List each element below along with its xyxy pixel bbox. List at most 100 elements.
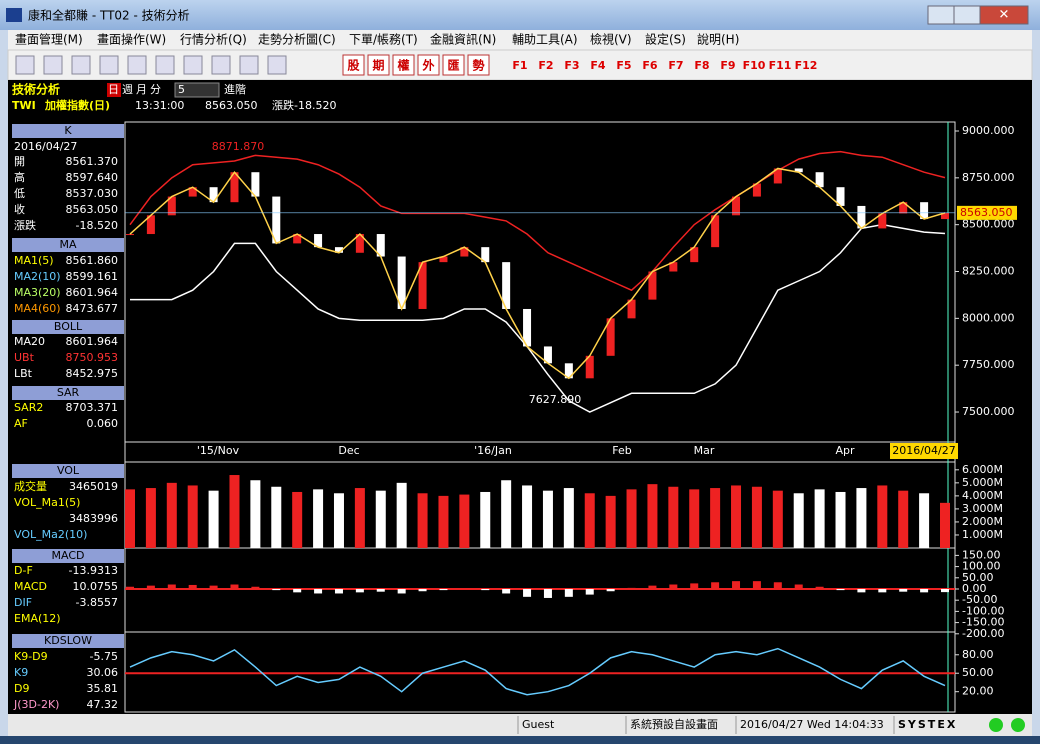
fkey[interactable]: F7 <box>668 59 683 72</box>
fkey[interactable]: F8 <box>694 59 709 72</box>
candle <box>272 196 281 244</box>
macd-bar <box>878 588 887 593</box>
volume-bar <box>814 489 825 548</box>
macd-bar <box>752 581 761 589</box>
volume-bar <box>919 493 930 548</box>
panel-header-label: KDSLOW <box>44 634 92 647</box>
market-button-label: 匯 <box>447 58 459 73</box>
panel-header-label: VOL <box>57 464 80 477</box>
panel-label: 開 <box>14 155 25 168</box>
macd-bar <box>126 586 134 589</box>
y-tick-label: -50.00 <box>962 593 997 606</box>
macd-bar <box>794 584 803 589</box>
panel-label: J(3D-2K) <box>13 698 59 711</box>
menu-item[interactable]: 輔助工具(A) <box>512 33 578 47</box>
tool-icon[interactable] <box>267 55 287 75</box>
y-tick-label: 80.00 <box>962 648 994 661</box>
volume-bar <box>626 489 637 548</box>
market-button[interactable] <box>367 54 390 76</box>
period-tab[interactable]: 日 <box>108 83 119 96</box>
volume-bar <box>647 484 658 548</box>
date-highlight <box>890 443 958 459</box>
candle <box>334 247 343 253</box>
panel-label: 收 <box>14 202 25 216</box>
close-button[interactable] <box>979 5 1029 25</box>
candle <box>648 271 657 300</box>
volume-bar <box>856 488 867 548</box>
tool-icon[interactable] <box>15 55 35 75</box>
menu-item[interactable]: 畫面操作(W) <box>97 32 166 47</box>
panel-label: MA1(5) <box>14 254 54 267</box>
volume-bar <box>333 493 344 548</box>
minimize-button[interactable] <box>927 5 955 25</box>
period-tab[interactable]: 週 <box>122 83 133 96</box>
volume-bar <box>542 490 553 548</box>
macd-bar <box>523 588 532 597</box>
candle <box>711 215 720 248</box>
period-selected <box>107 83 121 97</box>
menu-item[interactable]: 檢視(V) <box>590 32 632 47</box>
fkey[interactable]: F12 <box>795 59 818 72</box>
tool-icon[interactable] <box>239 55 259 75</box>
panel-label: D9 <box>14 682 29 695</box>
candle <box>418 262 427 309</box>
fkey[interactable]: F2 <box>538 59 553 72</box>
menu-item[interactable]: 金融資訊(N) <box>430 32 496 47</box>
fkey[interactable]: F5 <box>616 59 631 72</box>
volume-bar <box>501 480 512 548</box>
tool-icon[interactable] <box>183 55 203 75</box>
menu-item[interactable]: 說明(H) <box>697 32 739 47</box>
fkey[interactable]: F4 <box>590 59 606 72</box>
fkey[interactable]: F11 <box>769 59 792 72</box>
advanced[interactable]: 進階 <box>224 82 246 96</box>
panel-label: MA3(20) <box>14 286 61 299</box>
market-button[interactable] <box>392 54 415 76</box>
market-button[interactable] <box>442 54 465 76</box>
market-button-label: 權 <box>397 58 409 73</box>
candle <box>439 256 448 263</box>
market-button[interactable] <box>417 54 440 76</box>
period-tab[interactable]: 月 <box>136 83 147 96</box>
panel-header-label: K <box>64 124 72 137</box>
fkey[interactable]: F3 <box>564 59 579 72</box>
volume-bar <box>563 488 574 548</box>
x-tick-label: Mar <box>694 444 715 457</box>
candle <box>481 247 490 263</box>
candle <box>899 202 908 214</box>
fkey[interactable]: F1 <box>512 59 527 72</box>
fkey[interactable]: F10 <box>743 59 766 72</box>
tool-icon[interactable] <box>211 55 231 75</box>
candle <box>920 202 929 220</box>
macd-bar <box>146 585 155 589</box>
tool-icon[interactable] <box>155 55 175 75</box>
menu-item[interactable]: 設定(S) <box>645 32 686 47</box>
maximize-button[interactable] <box>953 5 981 25</box>
macd-bar <box>690 583 699 589</box>
tool-icon[interactable] <box>43 55 63 75</box>
period-tab[interactable]: 分 <box>150 83 161 96</box>
panel-value: 3483996 <box>69 512 118 525</box>
tool-icon[interactable] <box>99 55 119 75</box>
fkey[interactable]: F9 <box>720 59 735 72</box>
menu-item[interactable]: 下單/帳務(T) <box>349 33 418 47</box>
status-layout: 系統預設自設畫面 <box>630 717 718 731</box>
tool-icon[interactable] <box>127 55 147 75</box>
taskbar <box>0 736 1040 744</box>
macd-bar <box>648 585 657 589</box>
panel-value: 10.0755 <box>73 580 119 593</box>
macd-bar <box>376 588 385 592</box>
candle <box>732 196 741 216</box>
panel-label: SAR2 <box>14 401 43 414</box>
market-button[interactable] <box>467 54 490 76</box>
menu-item[interactable]: 畫面管理(M) <box>15 32 83 47</box>
candle <box>836 187 845 206</box>
menu-item[interactable]: 行情分析(Q) <box>180 33 247 47</box>
fkey[interactable]: F6 <box>642 59 658 72</box>
volume-bar <box>459 494 470 548</box>
y-tick-label: 8750.000 <box>962 171 1015 184</box>
market-button[interactable] <box>342 54 365 76</box>
tool-icon[interactable] <box>71 55 91 75</box>
menu-item[interactable]: 走勢分析圖(C) <box>258 32 336 47</box>
panel-value: -5.75 <box>90 650 118 663</box>
volume-bar <box>898 490 909 548</box>
